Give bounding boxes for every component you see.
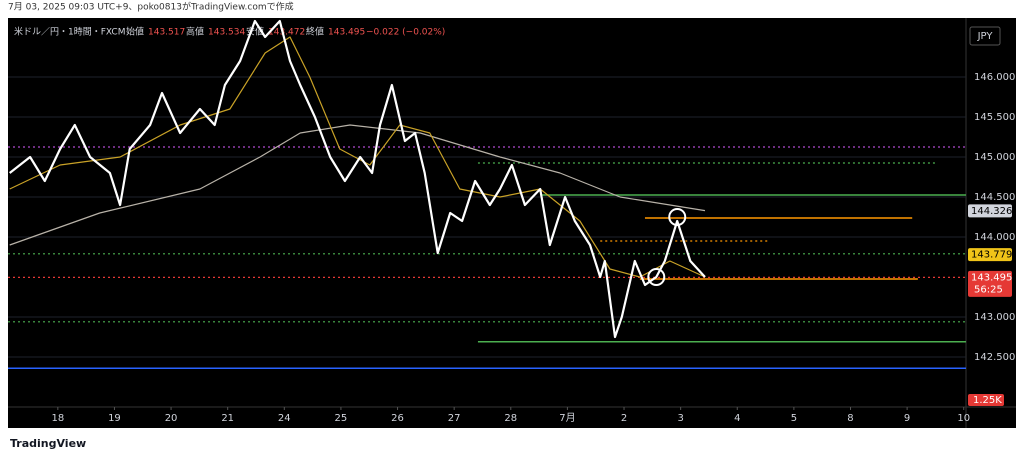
x-tick-label: 2 bbox=[621, 413, 627, 424]
legend-text: 終値 bbox=[306, 26, 324, 38]
x-tick-label: 28 bbox=[504, 413, 517, 424]
x-tick-label: 4 bbox=[734, 413, 740, 424]
x-tick-label: 20 bbox=[165, 413, 178, 424]
y-tick-label: 142.500 bbox=[974, 352, 1015, 363]
x-tick-label: 24 bbox=[278, 413, 291, 424]
price-tag-label: 143.495 bbox=[971, 272, 1012, 283]
countdown: 56:25 bbox=[974, 284, 1003, 295]
legend-text: 143.495 bbox=[328, 28, 365, 38]
x-tick-label: 10 bbox=[957, 413, 970, 424]
legend-text: 143.517 bbox=[148, 28, 185, 38]
price-tag bbox=[968, 204, 1012, 218]
brand: TradingView bbox=[10, 437, 86, 450]
credit: 7月 03, 2025 09:03 UTC+9、poko0813がTrading… bbox=[8, 1, 294, 13]
x-tick-label: 27 bbox=[448, 413, 461, 424]
legend-text: 高値 bbox=[186, 26, 204, 38]
marker bbox=[647, 268, 666, 286]
y-tick-label: 144.500 bbox=[974, 192, 1015, 203]
legend-text: 始値 bbox=[126, 26, 144, 38]
price-tag-label: 143.779 bbox=[971, 250, 1012, 261]
y-tick-label: 143.000 bbox=[974, 312, 1015, 323]
x-tick-label: 9 bbox=[904, 413, 910, 424]
y-tick-label: 145.500 bbox=[974, 112, 1015, 123]
marker bbox=[668, 208, 687, 226]
x-tick-label: 18 bbox=[51, 413, 64, 424]
x-tick-label: 25 bbox=[335, 413, 348, 424]
volume-tag bbox=[968, 394, 1004, 406]
currency-button[interactable] bbox=[969, 26, 1001, 46]
y-tick-label: 146.000 bbox=[974, 72, 1015, 83]
volume-label: 1.25K bbox=[973, 395, 1002, 406]
legend-text: 143.534 bbox=[208, 28, 245, 38]
legend-text: −0.022 (−0.02%) bbox=[366, 28, 445, 38]
price-tag bbox=[968, 248, 1012, 262]
currency-label: JPY bbox=[977, 31, 994, 42]
x-tick-label: 5 bbox=[791, 413, 797, 424]
x-tick-label: 3 bbox=[677, 413, 683, 424]
price-tag-label: 144.326 bbox=[971, 206, 1012, 217]
x-tick-label: 21 bbox=[221, 413, 234, 424]
x-tick-label: 26 bbox=[391, 413, 404, 424]
x-tick-label: 19 bbox=[108, 413, 121, 424]
chart-bg bbox=[8, 18, 1016, 428]
price-line bbox=[9, 124, 706, 246]
x-tick-label: 8 bbox=[847, 413, 853, 424]
price-tag bbox=[968, 270, 1012, 297]
y-tick-label: 145.000 bbox=[974, 152, 1015, 163]
y-tick-label: 144.000 bbox=[974, 232, 1015, 243]
x-tick-label: 7月 bbox=[559, 412, 575, 424]
legend-text: 143.472 bbox=[268, 28, 305, 38]
legend-text: 米ドル／円・1時間・FXCM bbox=[14, 26, 125, 38]
price-line bbox=[9, 19, 706, 339]
